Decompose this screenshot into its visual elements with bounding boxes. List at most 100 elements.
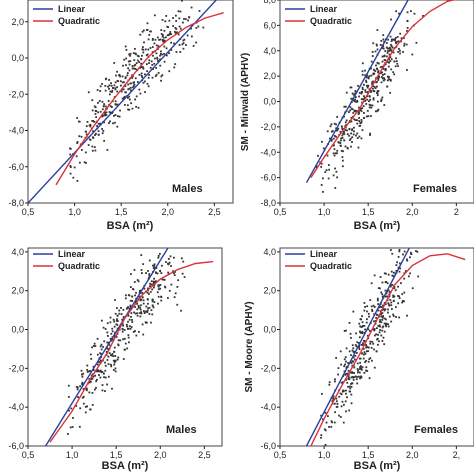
- scatter-point: [163, 29, 166, 32]
- scatter-point: [392, 296, 395, 298]
- scatter-point: [111, 327, 114, 330]
- scatter-point: [346, 381, 349, 384]
- scatter-point: [69, 153, 72, 156]
- scatter-point: [85, 162, 87, 164]
- scatter-point: [403, 250, 406, 253]
- scatter-point: [354, 344, 357, 346]
- scatter-point: [112, 369, 115, 371]
- scatter-point: [372, 73, 375, 76]
- scatter-point: [360, 92, 363, 95]
- y-tick-label: -4,0: [260, 402, 276, 412]
- scatter-point: [121, 318, 124, 321]
- scatter-point: [123, 329, 126, 331]
- scatter-point: [133, 281, 136, 283]
- scatter-point: [377, 69, 380, 72]
- scatter-point: [109, 105, 112, 108]
- data-marks: 4,0 2,0 0,0 -2,0 -4,0 -6,00,5 1,0 1,5 2,0 2,5: [8, 247, 214, 460]
- scatter-point: [135, 53, 137, 56]
- scatter-point: [397, 285, 399, 288]
- scatter-point: [126, 104, 129, 107]
- scatter-point: [110, 365, 113, 368]
- scatter-point: [130, 82, 132, 85]
- scatter-point: [387, 76, 390, 79]
- scatter-point: [111, 330, 114, 333]
- scatter-point: [388, 78, 391, 81]
- scatter-point: [413, 12, 416, 15]
- scatter-point: [351, 136, 354, 139]
- scatter-point: [69, 164, 72, 167]
- scatter-point: [163, 45, 166, 48]
- scatter-point: [363, 112, 365, 114]
- scatter-point: [375, 81, 378, 84]
- scatter-point: [362, 348, 365, 350]
- quadratic-fit-line: [310, 253, 466, 446]
- scatter-point: [388, 290, 391, 293]
- scatter-point: [81, 381, 84, 384]
- scatter-point: [347, 369, 350, 372]
- scatter-point: [367, 85, 369, 88]
- scatter-point: [350, 361, 353, 364]
- scatter-point: [137, 305, 140, 308]
- scatter-point: [90, 378, 93, 381]
- scatter-point: [138, 330, 140, 333]
- scatter-point: [140, 72, 143, 75]
- scatter-point: [390, 45, 393, 48]
- scatter-point: [133, 81, 136, 84]
- scatter-point: [382, 47, 385, 50]
- scatter-point: [139, 315, 142, 318]
- scatter-point: [149, 30, 152, 33]
- scatter-point: [384, 308, 387, 311]
- y-tick-label: 0,0: [11, 53, 24, 63]
- scatter-point: [381, 312, 384, 314]
- scatter-point: [104, 390, 106, 392]
- scatter-point: [385, 325, 388, 328]
- scatter-point: [361, 315, 363, 318]
- scatter-point: [69, 172, 72, 175]
- scatter-point: [377, 287, 380, 290]
- scatter-point: [131, 107, 134, 110]
- scatter-point: [387, 50, 389, 52]
- scatter-point: [383, 309, 386, 312]
- scatter-point: [342, 421, 345, 424]
- scatter-point: [347, 377, 350, 380]
- scatter-point: [137, 106, 140, 109]
- scatter-point: [332, 398, 335, 401]
- scatter-point: [379, 66, 382, 69]
- scatter-point: [351, 128, 354, 131]
- scatter-point: [129, 305, 132, 308]
- scatter-point: [113, 346, 116, 349]
- scatter-point: [112, 359, 115, 362]
- y-tick-label: 6,0: [263, 20, 276, 30]
- scatter-point: [347, 376, 350, 379]
- scatter-point: [170, 41, 173, 44]
- scatter-point: [157, 284, 160, 287]
- scatter-point: [166, 34, 169, 37]
- scatter-point: [116, 318, 118, 321]
- scatter-point: [348, 350, 351, 353]
- scatter-point: [409, 10, 412, 13]
- x-tick-label: 2,0: [154, 450, 167, 460]
- scatter-point: [95, 386, 97, 389]
- scatter-point: [375, 43, 378, 46]
- scatter-point: [82, 402, 85, 405]
- scatter-point: [136, 308, 139, 311]
- scatter-point: [99, 370, 102, 373]
- scatter-point: [67, 384, 70, 387]
- scatter-point: [383, 59, 386, 61]
- scatter-point: [348, 128, 351, 131]
- scatter-point: [383, 317, 386, 320]
- scatter-point: [125, 48, 128, 51]
- scatter-point: [391, 274, 394, 277]
- scatter-point: [377, 71, 379, 74]
- scatter-point: [352, 378, 355, 381]
- scatter-point: [383, 272, 386, 275]
- scatter-point: [140, 269, 143, 271]
- scatter-point: [350, 354, 352, 357]
- scatter-point: [396, 35, 399, 38]
- scatter-point: [128, 95, 131, 98]
- scatter-point: [377, 309, 380, 312]
- scatter-point: [387, 325, 390, 328]
- scatter-point: [167, 34, 170, 37]
- scatter-point: [92, 365, 95, 368]
- scatter-point: [113, 325, 116, 328]
